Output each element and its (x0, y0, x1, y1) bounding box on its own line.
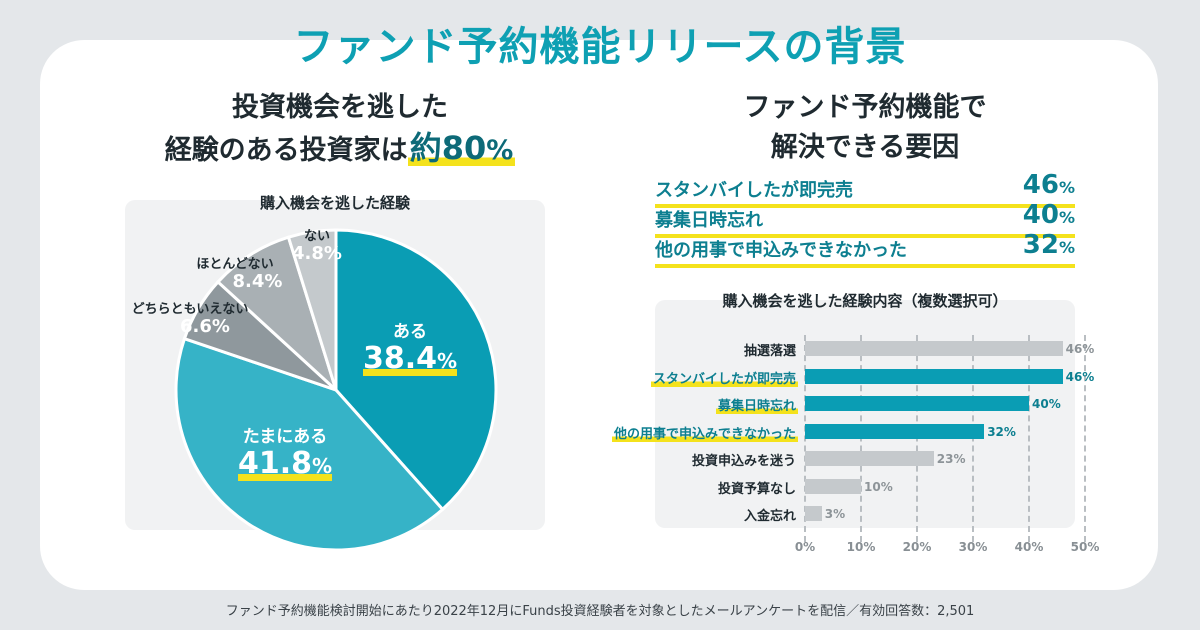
bar (805, 478, 861, 494)
right-heading-line2: 解決できる要因 (770, 132, 960, 163)
left-heading-highlight-unit: % (486, 135, 514, 166)
pie-label-dochiratomo-value: 6.6% (180, 316, 230, 338)
bar-value-label: 23% (936, 452, 966, 466)
bar (805, 368, 1063, 384)
pie-label-aru-value: 38.4% (362, 340, 458, 376)
left-heading-prefix: 経験のある投資家は (164, 135, 408, 166)
pie-label-hotondo-name: ほとんどない (196, 257, 274, 272)
pie-chart-title: 購入機会を逃した経験 (259, 194, 410, 212)
bar-category-label: 募集日時忘れ (715, 395, 798, 414)
bar-gridline (1084, 335, 1086, 542)
bar-chart-panel (655, 300, 1075, 528)
bar-category-label: 抽選落選 (743, 344, 796, 359)
bar-axis-tick: 0% (794, 540, 816, 554)
reason-label: スタンバイしたが即完売 (655, 180, 853, 201)
reason-value: 46% (1022, 170, 1075, 200)
bar (805, 506, 822, 521)
footer-note: ファンド予約機能検討開始にあたり2022年12月にFunds投資経験者を対象とし… (225, 604, 975, 619)
bar (805, 423, 985, 439)
reason-row: 募集日時忘れ 40% (655, 200, 1075, 238)
pie-slice-1 (174, 336, 445, 552)
bar-value-label: 10% (864, 479, 893, 494)
pie-slice-3 (215, 235, 340, 395)
pie-label-dochiratomo: どちらともいえない 6.6% (105, 302, 275, 338)
bar-value-label: 32% (987, 424, 1016, 439)
left-heading: 投資機会を逃した 経験のある投資家は約80% (100, 88, 580, 171)
bar-axis-tick: 40% (1014, 540, 1044, 554)
pie-slice-4 (286, 228, 338, 391)
bar-gridline (860, 335, 862, 542)
bar (805, 341, 1063, 356)
bar-category-label: スタンバイしたが即完売 (650, 367, 798, 387)
pie-label-tamaniaru-name: たまにある (242, 427, 328, 447)
bar-category-label: 投資予算なし (717, 481, 796, 497)
page-title: ファンド予約機能リリースの背景 (293, 24, 907, 70)
reason-value: 32% (1022, 230, 1075, 260)
pie-label-aru: ある 38.4% (340, 322, 480, 376)
bar-value-label: 40% (1032, 397, 1061, 411)
left-heading-line2: 経験のある投資家は約80% (100, 128, 580, 171)
right-heading: ファンド予約機能で 解決できる要因 (640, 88, 1090, 168)
bar-gridline (804, 335, 806, 542)
pie-label-dochiratomo-name: どちらともいえない (131, 302, 249, 317)
pie-label-hotondo-value: 8.4% (232, 271, 283, 293)
bar-axis-tick: 20% (902, 540, 932, 554)
bar-axis-tick: 50% (1070, 540, 1100, 554)
pie-label-tamaniaru-value: 41.8% (237, 445, 333, 481)
bar-value-label: 46% (1065, 369, 1095, 384)
left-heading-highlight: 約80 (409, 129, 487, 167)
bar-category-label: 入金忘れ (743, 509, 796, 524)
bar-axis-tick: 10% (846, 540, 876, 554)
reason-row: スタンバイしたが即完売 46% (655, 170, 1075, 208)
bar-gridline (916, 335, 918, 542)
bar-category-label: 投資申込みを迷う (691, 454, 796, 469)
pie-label-aru-name: ある (393, 322, 427, 342)
pie-label-tamaniaru: たまにある 41.8% (210, 427, 360, 481)
bar-value-label: 46% (1065, 342, 1095, 356)
bar-category-label: 他の用事で申込みできなかった (611, 422, 798, 442)
bar-axis-tick: 30% (958, 540, 988, 554)
pie-label-nai-value: 4.8% (292, 243, 342, 265)
bar-chart-title: 購入機会を逃した経験内容（複数選択可） (722, 292, 1008, 310)
reason-value: 40% (1022, 200, 1075, 230)
right-heading-line1: ファンド予約機能で (743, 92, 987, 123)
bar (805, 451, 934, 466)
bar-gridline (972, 335, 974, 542)
reason-row: 他の用事で申込みできなかった 32% (655, 230, 1075, 268)
pie-label-nai: ない 4.8% (282, 229, 352, 265)
bar-value-label: 3% (824, 507, 846, 521)
pie-label-hotondo: ほとんどない 8.4% (175, 257, 295, 293)
pie-label-nai-name: ない (303, 229, 330, 244)
bar (805, 396, 1029, 411)
reason-label: 募集日時忘れ (655, 210, 763, 231)
left-heading-line1: 投資機会を逃した (232, 92, 448, 123)
reason-label: 他の用事で申込みできなかった (655, 240, 907, 261)
bar-gridline (1028, 335, 1030, 542)
